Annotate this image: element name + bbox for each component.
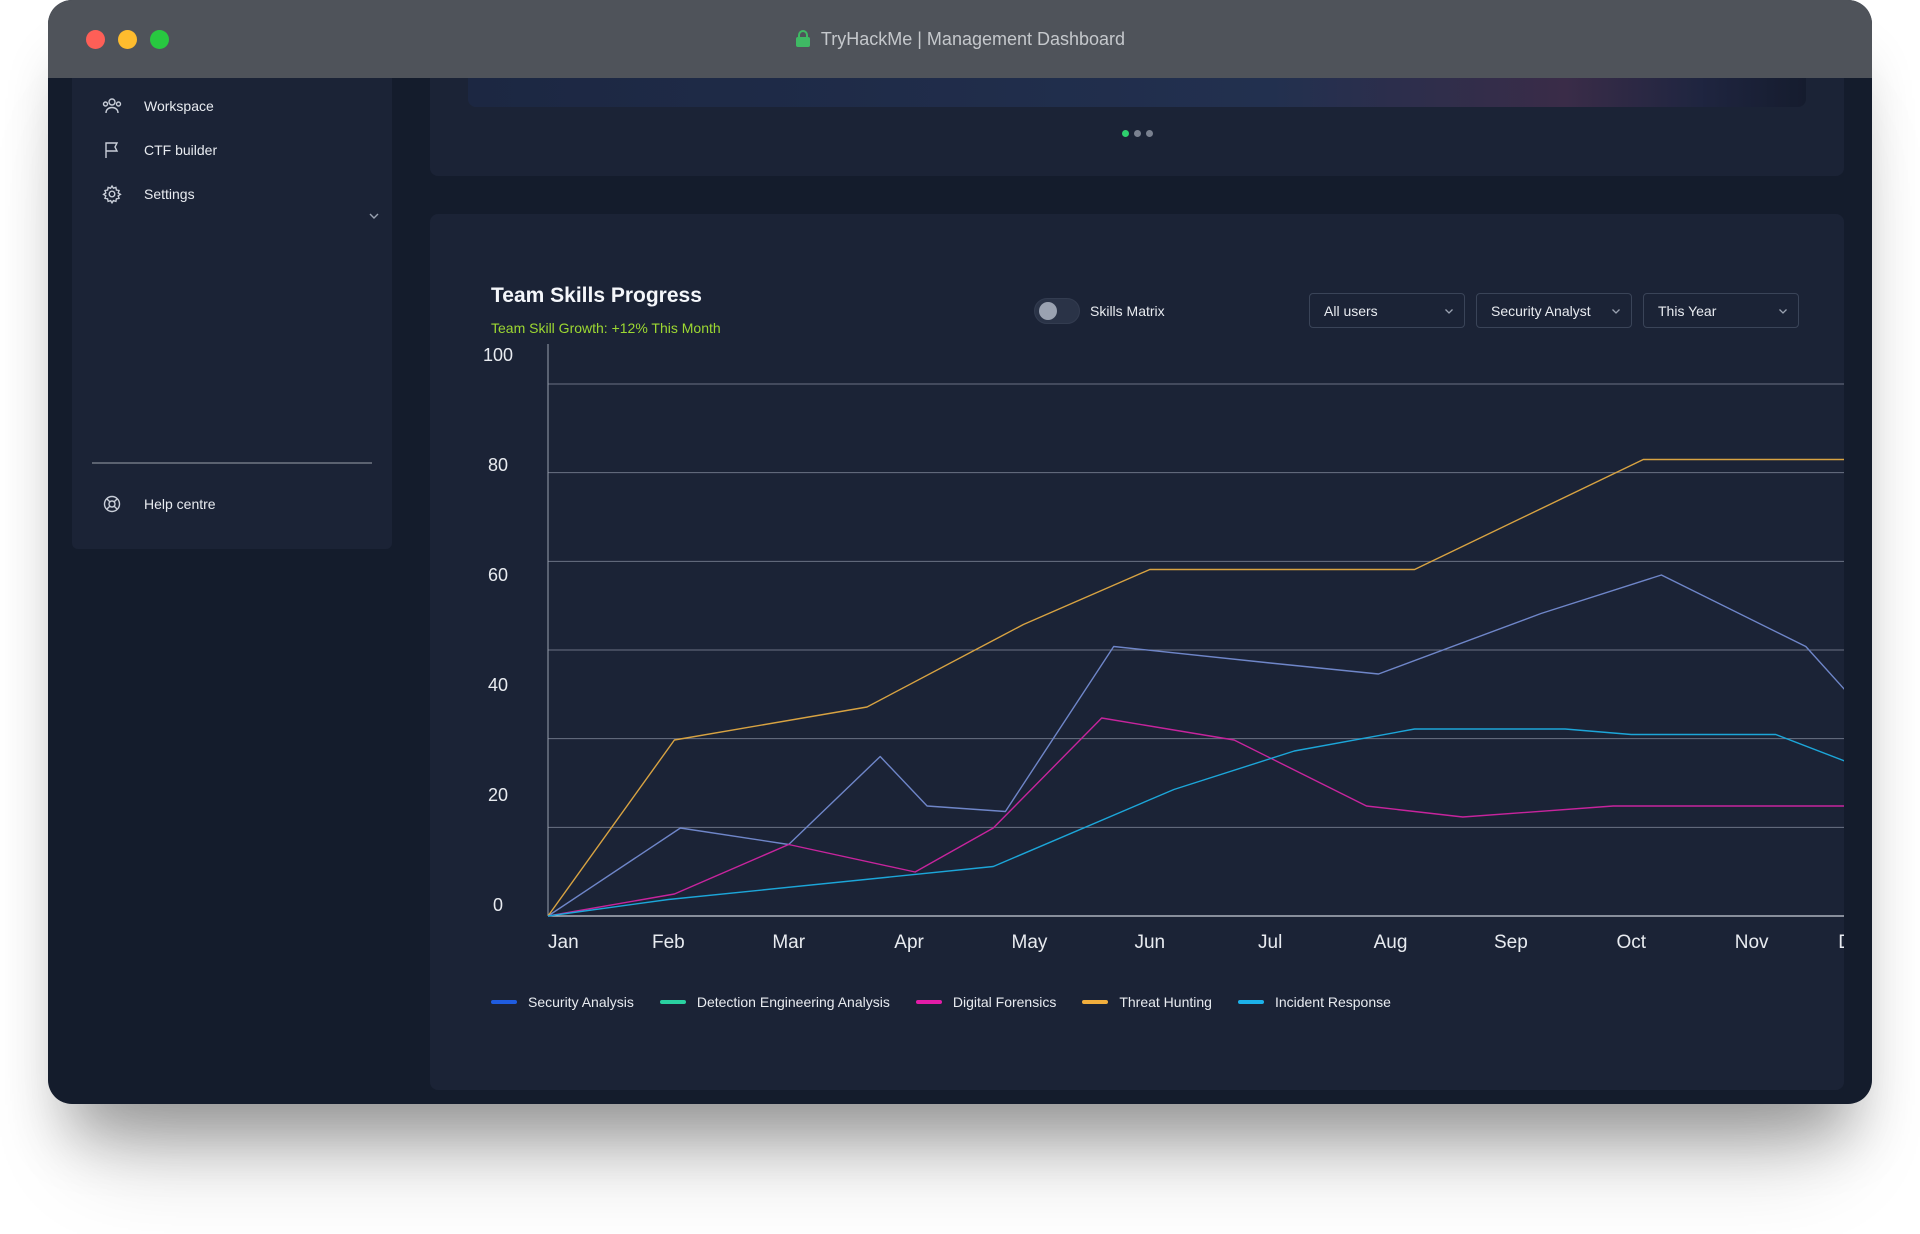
x-tick-label: Jul	[1258, 932, 1282, 953]
team-skills-panel: Team Skills Progress Team Skill Growth: …	[430, 214, 1844, 1090]
chevron-down-icon	[1779, 309, 1787, 314]
users-select[interactable]: All users	[1309, 293, 1465, 328]
x-tick-label: Dec	[1838, 932, 1844, 953]
legend-item[interactable]: Security Analysis	[491, 994, 634, 1010]
window-title-group: TryHackMe | Management Dashboard	[795, 29, 1125, 50]
series-line	[547, 717, 1844, 917]
panel-title: Team Skills Progress	[491, 284, 702, 307]
y-tick-label: 0	[493, 895, 503, 915]
gear-icon	[102, 184, 122, 204]
minimize-window-button[interactable]	[118, 30, 137, 49]
carousel-dot-1[interactable]	[1122, 130, 1129, 137]
sidebar-item-help-centre[interactable]: Help centre	[102, 494, 216, 514]
legend-label: Digital Forensics	[952, 994, 1057, 1010]
sidebar-divider	[92, 462, 372, 464]
title-bar: TryHackMe | Management Dashboard	[48, 0, 1872, 78]
sidebar: Workspace CTF builder Settings Help cent…	[72, 78, 392, 549]
sidebar-item-ctf-builder[interactable]: CTF builder	[102, 140, 217, 160]
sidebar-item-label: Workspace	[144, 98, 214, 114]
legend-label: Incident Response	[1274, 994, 1391, 1010]
x-tick-label: Oct	[1616, 932, 1646, 953]
window-title: TryHackMe | Management Dashboard	[820, 28, 1126, 49]
chevron-down-icon	[1445, 309, 1453, 314]
carousel-dot-2[interactable]	[1134, 130, 1141, 137]
legend-swatch	[659, 1000, 686, 1004]
chart-legend: Security Analysis Detection Engineering A…	[491, 994, 1417, 1010]
skills-matrix-toggle[interactable]	[1034, 298, 1080, 324]
legend-item[interactable]: Digital Forensics	[915, 994, 1057, 1010]
chevron-down-icon	[1612, 309, 1620, 314]
growth-value: +12% This Month	[611, 320, 721, 336]
sidebar-item-label: Settings	[144, 186, 195, 202]
x-tick-label: Apr	[894, 932, 924, 953]
maximize-window-button[interactable]	[150, 30, 169, 49]
series-line	[547, 458, 1844, 917]
skills-matrix-toggle-group: Skills Matrix	[1034, 298, 1165, 324]
carousel-dot-3[interactable]	[1146, 130, 1153, 137]
legend-label: Threat Hunting	[1119, 994, 1212, 1010]
y-tick-label: 80	[488, 455, 508, 475]
legend-label: Detection Engineering Analysis	[696, 994, 890, 1010]
lock-icon	[795, 30, 810, 47]
legend-label: Security Analysis	[528, 994, 634, 1010]
carousel-dots	[1122, 130, 1153, 137]
legend-item[interactable]: Detection Engineering Analysis	[659, 994, 890, 1010]
legend-swatch	[491, 1000, 517, 1004]
legend-swatch	[1237, 1000, 1264, 1004]
period-select[interactable]: This Year	[1643, 293, 1799, 328]
legend-swatch	[915, 1000, 942, 1004]
x-tick-label: Nov	[1735, 932, 1769, 953]
lifebuoy-icon	[103, 495, 121, 513]
x-tick-label: Jun	[1134, 932, 1165, 953]
x-tick-label: Jan	[548, 932, 579, 953]
role-select-value: Security Analyst	[1491, 302, 1591, 319]
role-select[interactable]: Security Analyst	[1476, 293, 1632, 328]
sidebar-item-label: CTF builder	[144, 142, 218, 158]
series-line	[547, 728, 1844, 917]
skills-matrix-label: Skills Matrix	[1090, 303, 1165, 319]
toggle-knob	[1039, 302, 1057, 320]
y-tick-label: 40	[488, 675, 508, 695]
flag-icon	[105, 142, 119, 158]
sidebar-item-label: Help centre	[144, 496, 216, 512]
x-tick-label: Sep	[1494, 932, 1528, 953]
skills-line-chart: 0 20 40 60 80 100 Jan Feb Mar Apr May Jun Jul Aug Sep O…	[483, 344, 1844, 953]
y-tick-label: 20	[488, 785, 508, 805]
app-window: TryHackMe | Management Dashboard Workspa…	[48, 0, 1872, 1104]
chevron-down-icon[interactable]	[368, 210, 380, 222]
legend-item[interactable]: Threat Hunting	[1082, 994, 1212, 1010]
x-tick-label: Mar	[772, 932, 805, 953]
x-tick-label: Aug	[1374, 932, 1408, 953]
close-window-button[interactable]	[86, 30, 105, 49]
x-tick-label: Feb	[652, 932, 685, 953]
legend-item[interactable]: Incident Response	[1237, 994, 1391, 1010]
growth-subtitle: Team Skill Growth: +12% This Month	[491, 320, 721, 336]
growth-label: Team Skill Growth:	[491, 320, 608, 336]
period-select-value: This Year	[1658, 302, 1717, 319]
y-tick-label: 60	[488, 565, 508, 585]
x-tick-label: May	[1012, 932, 1048, 953]
sidebar-item-settings[interactable]: Settings	[102, 184, 195, 204]
carousel-panel	[430, 78, 1844, 176]
users-select-value: All users	[1324, 302, 1378, 319]
users-icon	[102, 98, 122, 114]
carousel-banner[interactable]	[468, 78, 1806, 107]
window-controls	[86, 30, 169, 49]
y-tick-label: 100	[483, 345, 513, 365]
legend-swatch	[1082, 1000, 1109, 1004]
sidebar-item-workspace[interactable]: Workspace	[102, 96, 214, 116]
